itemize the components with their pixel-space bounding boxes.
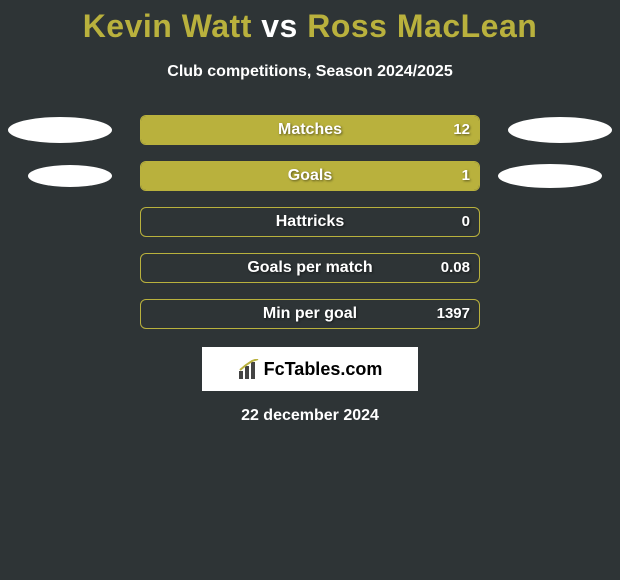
stat-row-goals: Goals 1 [0,161,620,191]
logo-text: FcTables.com [264,359,383,380]
oval-left [28,165,112,187]
chart-icon [238,359,260,379]
bar-track [140,161,480,191]
oval-right [498,164,602,188]
stat-row-hattricks: Hattricks 0 [0,207,620,237]
vs-word: vs [261,8,298,44]
bar-track [140,115,480,145]
subtitle: Club competitions, Season 2024/2025 [0,63,620,81]
bar-track [140,207,480,237]
oval-right [508,117,612,143]
stat-row-min-per-goal: Min per goal 1397 [0,299,620,329]
player2-name: Ross MacLean [307,8,537,44]
date-line: 22 december 2024 [0,407,620,425]
page-title: Kevin Watt vs Ross MacLean [0,0,620,45]
player1-name: Kevin Watt [83,8,252,44]
comparison-infographic: Kevin Watt vs Ross MacLean Club competit… [0,0,620,580]
logo-box: FcTables.com [202,347,418,391]
bar-track [140,253,480,283]
stat-row-goals-per-match: Goals per match 0.08 [0,253,620,283]
bar-fill [141,116,479,144]
bar-track [140,299,480,329]
bar-fill [141,162,479,190]
oval-left [8,117,112,143]
stats-container: Matches 12 Goals 1 Hattricks 0 Goals per [0,115,620,329]
logo-inner: FcTables.com [238,359,383,380]
stat-row-matches: Matches 12 [0,115,620,145]
